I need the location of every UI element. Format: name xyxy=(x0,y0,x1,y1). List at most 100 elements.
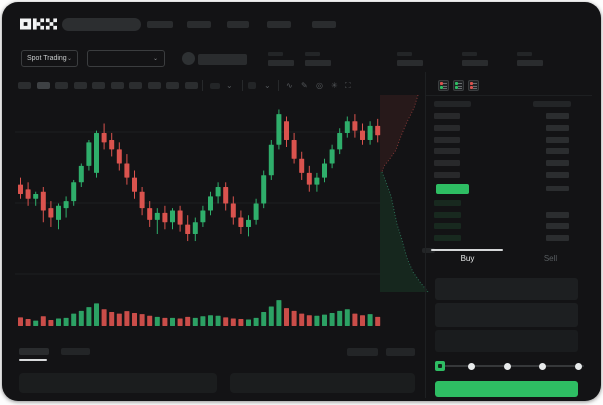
candle-body xyxy=(86,142,92,166)
chart-footer-control-1[interactable] xyxy=(347,348,378,356)
pair-name-placeholder xyxy=(198,54,247,65)
chevron-down-icon[interactable]: ⌄ xyxy=(264,81,271,90)
candle-body xyxy=(33,194,39,199)
candle-body xyxy=(63,201,69,209)
amount-field[interactable] xyxy=(435,303,578,327)
orderbook-view-combined-icon[interactable] xyxy=(438,80,449,91)
volume-bar xyxy=(132,313,137,326)
interval-button-2[interactable] xyxy=(36,82,50,89)
chart-type-dropdown[interactable] xyxy=(210,83,220,89)
candle-body xyxy=(170,210,175,223)
line-tool-icon[interactable]: ∿ xyxy=(286,81,293,90)
line xyxy=(458,85,462,87)
candle-body xyxy=(71,182,77,202)
candle-body xyxy=(94,132,99,173)
volume-bar xyxy=(162,317,168,326)
amount-slider-track[interactable] xyxy=(438,365,584,367)
candle-body xyxy=(314,177,320,185)
active-tab-underline xyxy=(19,359,47,361)
volume-bar xyxy=(147,315,153,326)
interval-button-5[interactable] xyxy=(92,82,105,89)
volume-bar xyxy=(329,313,335,326)
line xyxy=(443,88,447,89)
tab-buy[interactable]: Buy xyxy=(426,254,509,263)
orderbook-view-bids-icon[interactable] xyxy=(453,80,464,91)
nav-item-1[interactable] xyxy=(147,21,173,28)
line xyxy=(458,88,462,89)
slider-dot-35pct[interactable] xyxy=(504,363,511,370)
nav-item-5[interactable] xyxy=(312,21,336,28)
ask-row-price-3[interactable] xyxy=(434,137,460,143)
candle-body xyxy=(139,191,145,209)
coin-avatar xyxy=(182,52,195,65)
market-type-dropdown[interactable]: Spot Trading ⌄ xyxy=(21,50,78,67)
orderbook-view-asks-icon[interactable] xyxy=(468,80,479,91)
volume-bar xyxy=(154,316,160,326)
ask-row-price-2[interactable] xyxy=(434,125,460,131)
candle-body xyxy=(200,210,206,223)
last-price-amount-bar xyxy=(546,186,569,191)
last-price-row[interactable] xyxy=(436,184,469,194)
chart-footer-control-2[interactable] xyxy=(386,348,415,356)
nav-item-4[interactable] xyxy=(267,21,291,28)
fullscreen-icon[interactable]: ⛶ xyxy=(345,81,351,90)
interval-button-4[interactable] xyxy=(73,82,87,89)
bid-row-price-1[interactable] xyxy=(434,200,461,206)
volume-bar xyxy=(337,310,343,326)
ask-row-price-1[interactable] xyxy=(434,113,460,119)
indicators-dropdown[interactable] xyxy=(248,82,256,89)
nav-item-2[interactable] xyxy=(187,21,211,28)
chevron-down-icon[interactable]: ⌄ xyxy=(226,81,233,90)
total-field[interactable] xyxy=(435,330,578,352)
slider-dot-25pct[interactable] xyxy=(468,363,475,370)
volume-bar xyxy=(322,314,327,326)
amount-slider-handle[interactable] xyxy=(435,361,445,371)
search-input[interactable] xyxy=(62,18,141,31)
bid-row-price-2[interactable] xyxy=(434,212,461,218)
bid-row-price-3[interactable] xyxy=(434,223,461,229)
interval-button-7[interactable] xyxy=(129,82,142,89)
history-tab[interactable] xyxy=(61,348,90,355)
order-book-panel: Buy Sell xyxy=(425,72,596,398)
pair-selector-dropdown[interactable]: ⌄ xyxy=(87,50,165,67)
chip-bottom xyxy=(455,86,458,89)
price-chart-svg[interactable] xyxy=(15,95,430,332)
candle-body xyxy=(154,212,160,220)
orders-panel-right xyxy=(230,373,415,393)
candle-body xyxy=(162,212,168,223)
orders-tab-active[interactable] xyxy=(19,348,49,355)
depth-asks-area xyxy=(380,95,418,172)
slider-dot-55pct[interactable] xyxy=(575,363,582,370)
volume-bar xyxy=(78,310,84,326)
ticker-stat-value-4 xyxy=(462,60,488,66)
draw-tool-icon[interactable]: ✎ xyxy=(301,81,308,90)
ask-row-price-5[interactable] xyxy=(434,160,460,166)
line xyxy=(458,83,462,84)
bid-row-price-4[interactable] xyxy=(434,235,461,241)
interval-button-3[interactable] xyxy=(55,82,68,89)
buy-tab-indicator xyxy=(431,249,503,251)
candle-body xyxy=(276,114,282,145)
interval-button-9[interactable] xyxy=(166,82,179,89)
interval-button-1[interactable] xyxy=(18,82,31,89)
interval-button-6[interactable] xyxy=(110,82,124,89)
ask-row-price-4[interactable] xyxy=(434,148,460,154)
ask-row-price-6[interactable] xyxy=(434,172,460,178)
interval-button-10[interactable] xyxy=(184,82,198,89)
slider-dot-45pct[interactable] xyxy=(539,363,546,370)
buy-submit-button[interactable] xyxy=(435,381,578,397)
ticker-stat-value-5 xyxy=(517,60,543,66)
volume-bar xyxy=(192,317,198,326)
screenshot-icon[interactable]: ◎ xyxy=(316,81,323,90)
price-field[interactable] xyxy=(435,278,578,300)
candle-body xyxy=(177,210,183,225)
nav-item-3[interactable] xyxy=(227,21,249,28)
tab-sell[interactable]: Sell xyxy=(509,254,592,263)
volume-bar xyxy=(63,317,69,326)
volume-bar xyxy=(344,309,350,326)
volume-bar xyxy=(139,314,145,326)
settings-icon[interactable]: ✳ xyxy=(331,81,338,90)
interval-button-8[interactable] xyxy=(147,82,161,89)
volume-bar xyxy=(352,313,358,326)
amount-column-header xyxy=(533,101,571,107)
